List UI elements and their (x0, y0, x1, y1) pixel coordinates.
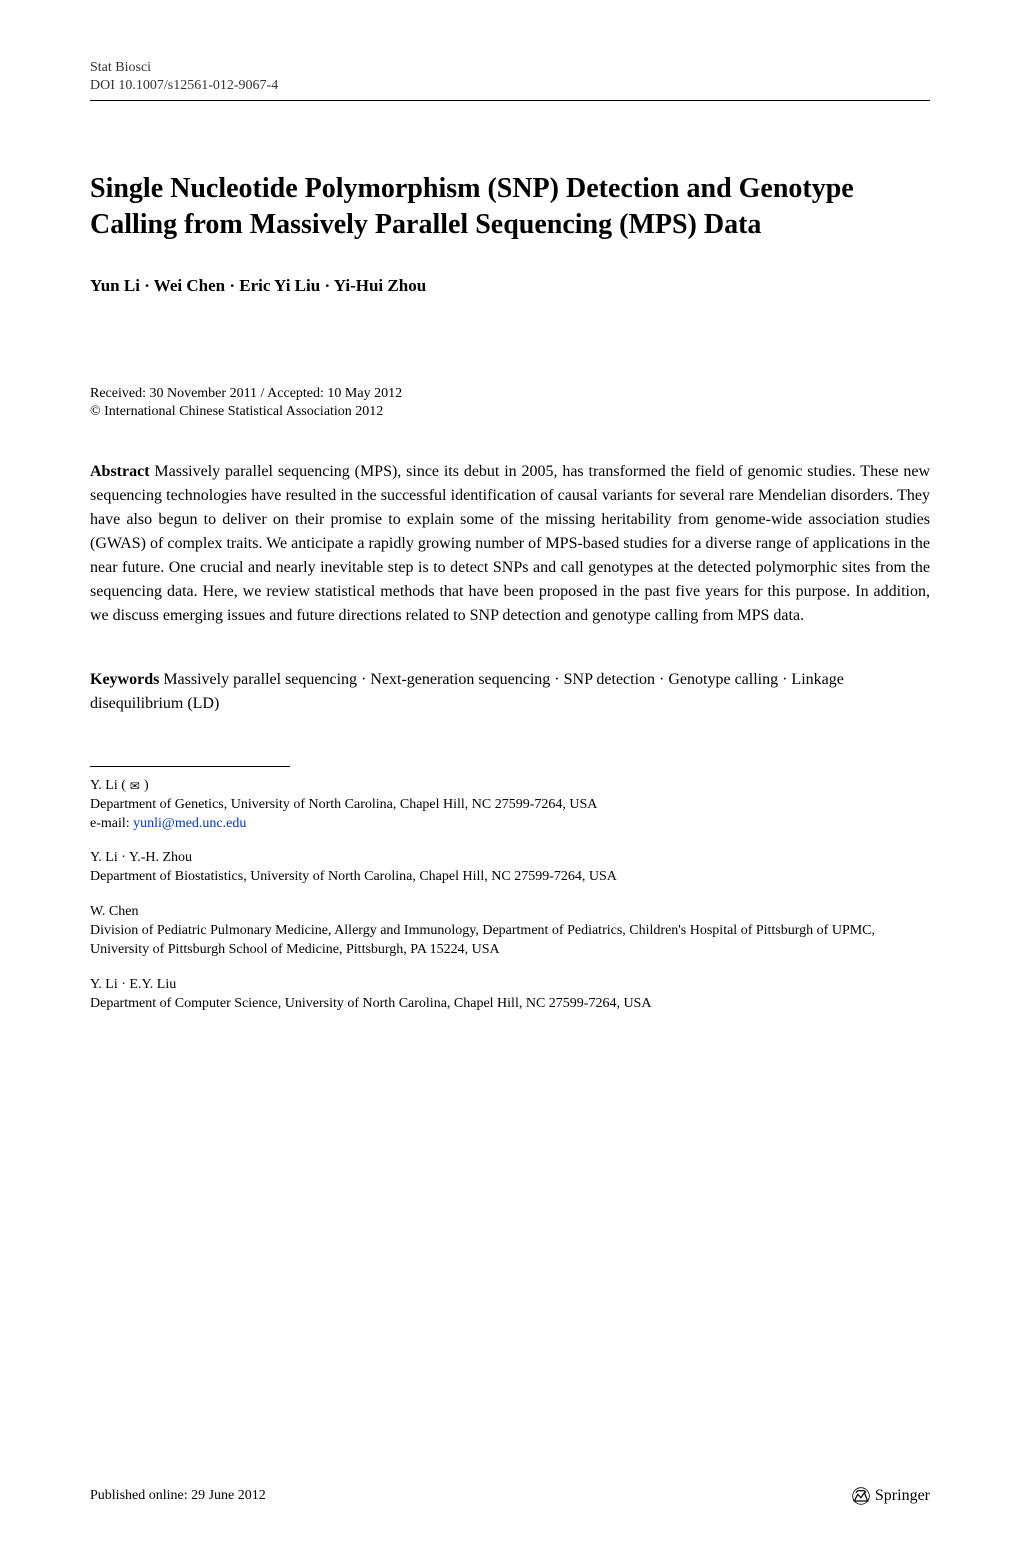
published-online: Published online: 29 June 2012 (90, 1488, 266, 1504)
envelope-icon: ✉ (130, 778, 140, 794)
publisher-name: Springer (875, 1487, 930, 1505)
footer: Published online: 29 June 2012 Springer (90, 1486, 930, 1506)
email-link[interactable]: yunli@med.unc.edu (133, 816, 246, 831)
email-label: e-mail: (90, 816, 133, 831)
affiliation-block-4: Y. Li · E.Y. Liu Department of Computer … (90, 976, 930, 1014)
affil-dept-1: Department of Genetics, University of No… (90, 797, 597, 812)
affil-dept-4: Department of Computer Science, Universi… (90, 996, 651, 1011)
keywords: Keywords Massively parallel sequencing ·… (90, 668, 930, 716)
copyright: © International Chinese Statistical Asso… (90, 404, 930, 420)
keywords-label: Keywords (90, 671, 159, 688)
abstract-label: Abstract (90, 463, 150, 480)
affiliation-block-2: Y. Li · Y.-H. Zhou Department of Biostat… (90, 849, 930, 887)
article-title: Single Nucleotide Polymorphism (SNP) Det… (90, 171, 930, 244)
header-rule (90, 100, 930, 101)
affil-name-3: W. Chen (90, 904, 138, 919)
author-list: Yun Li · Wei Chen · Eric Yi Liu · Yi-Hui… (90, 276, 930, 296)
journal-name: Stat Biosci (90, 60, 151, 76)
abstract: Abstract Massively parallel sequencing (… (90, 460, 930, 628)
publisher-logo: Springer (851, 1486, 930, 1506)
affiliation-block-3: W. Chen Division of Pediatric Pulmonary … (90, 903, 930, 960)
affil-name-1: Y. Li ( (90, 777, 126, 796)
affiliation-rule (90, 766, 290, 767)
affil-name-4: Y. Li · E.Y. Liu (90, 977, 176, 992)
affil-name-2: Y. Li · Y.-H. Zhou (90, 850, 192, 865)
doi: DOI 10.1007/s12561-012-9067-4 (90, 78, 930, 94)
keywords-text: Massively parallel sequencing · Next-gen… (90, 671, 844, 712)
affiliation-block-1: Y. Li (✉) Department of Genetics, Univer… (90, 777, 930, 834)
article-dates: Received: 30 November 2011 / Accepted: 1… (90, 386, 930, 402)
abstract-text: Massively parallel sequencing (MPS), sin… (90, 463, 930, 624)
affil-close-paren: ) (144, 777, 149, 796)
springer-horse-icon (851, 1486, 871, 1506)
affil-dept-2: Department of Biostatistics, University … (90, 869, 617, 884)
affil-dept-3: Division of Pediatric Pulmonary Medicine… (90, 923, 875, 957)
